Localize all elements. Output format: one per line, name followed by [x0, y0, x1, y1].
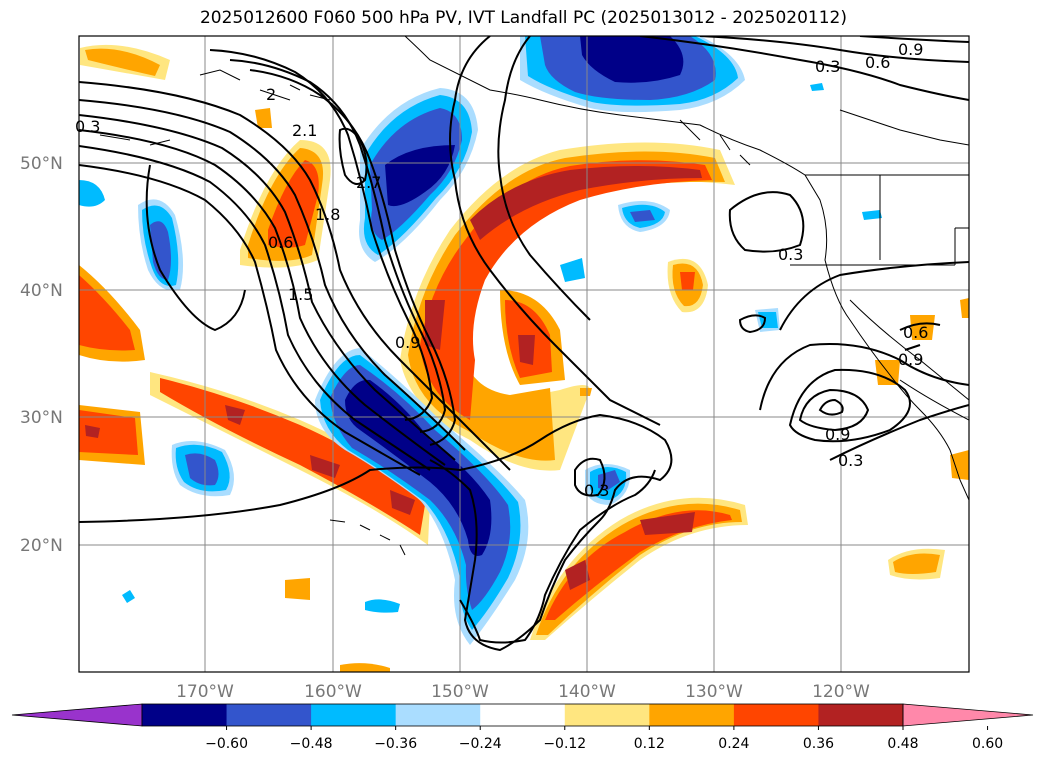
- colorbar-extend-low: [11, 703, 143, 727]
- colorbar-tick-label: 0.24: [718, 736, 749, 752]
- lon-label: 120°W: [812, 682, 870, 702]
- colorbar-swatch: [818, 704, 904, 726]
- contour-label: 0.6: [268, 233, 293, 252]
- colorbar-swatch: [142, 704, 228, 726]
- colorbar-swatch: [649, 704, 735, 726]
- colorbar-swatch: [311, 704, 397, 726]
- contour-label: 2.7: [356, 173, 381, 192]
- contour-label: 0.6: [865, 53, 890, 72]
- colorbar-swatch: [480, 704, 566, 726]
- lon-label: 150°W: [431, 682, 489, 702]
- map-frame: [78, 35, 970, 673]
- lat-label: 30°N: [20, 408, 63, 428]
- colorbar-tick-label: 0.12: [634, 736, 665, 752]
- contour-label: 1.5: [288, 285, 313, 304]
- contour-labels: 0.3 2 2.1 1.8 0.6 1.5 2.7 0.9 0.3 0.6 0.…: [75, 40, 928, 500]
- colorbar-tick-label: 0.36: [803, 736, 834, 752]
- coastlines: [99, 36, 969, 556]
- colorbar-tick-label: −0.12: [543, 736, 586, 752]
- contour-label: 0.9: [898, 40, 923, 59]
- contour-label: 1.8: [315, 205, 340, 224]
- colorbar-tick-label: −0.60: [205, 736, 248, 752]
- contour-label: 2.1: [292, 121, 317, 140]
- contour-label: 0.9: [898, 350, 923, 369]
- contour-label: 0.9: [825, 425, 850, 444]
- contour-label: 0.3: [838, 451, 863, 470]
- colorbar: −0.60 −0.48 −0.36 −0.24 −0.12 0.12 0.24 0.36 0.4…: [11, 703, 1034, 752]
- contour-label: 0.3: [584, 481, 609, 500]
- colorbar-swatch: [226, 704, 312, 726]
- colorbar-tick-label: 0.60: [972, 736, 1003, 752]
- colorbar-tick-label: −0.24: [459, 736, 502, 752]
- colorbar-swatch: [395, 704, 481, 726]
- lat-label: 20°N: [20, 536, 63, 556]
- colorbar-tick-label: −0.36: [374, 736, 417, 752]
- lon-label: 140°W: [558, 682, 616, 702]
- colorbar-tick-label: −0.48: [290, 736, 333, 752]
- contour-label: 0.3: [815, 57, 840, 76]
- lon-label: 130°W: [685, 682, 743, 702]
- lon-label: 160°W: [304, 682, 362, 702]
- colorbar-frame: [141, 703, 904, 727]
- contour-label: 2: [266, 85, 276, 104]
- lon-labels: 170°W 160°W 150°W 140°W 130°W 120°W: [176, 682, 870, 702]
- colorbar-swatch: [564, 704, 650, 726]
- graticule: [79, 36, 969, 672]
- contour-label: 0.6: [903, 323, 928, 342]
- shading-layer: [79, 36, 969, 672]
- colorbar-swatch: [733, 704, 819, 726]
- lat-labels: 50°N 40°N 30°N 20°N: [20, 154, 63, 556]
- colorbar-tick-label: 0.48: [887, 736, 918, 752]
- lat-label: 40°N: [20, 281, 63, 301]
- contour-label: 0.9: [395, 333, 420, 352]
- lon-label: 170°W: [176, 682, 234, 702]
- lat-label: 50°N: [20, 154, 63, 174]
- map-title: 2025012600 F060 500 hPa PV, IVT Landfall…: [199, 8, 847, 28]
- colorbar-extend-high: [902, 703, 1034, 727]
- contour-label: 0.3: [778, 245, 803, 264]
- contour-label: 0.3: [75, 117, 100, 136]
- contours: [79, 36, 969, 652]
